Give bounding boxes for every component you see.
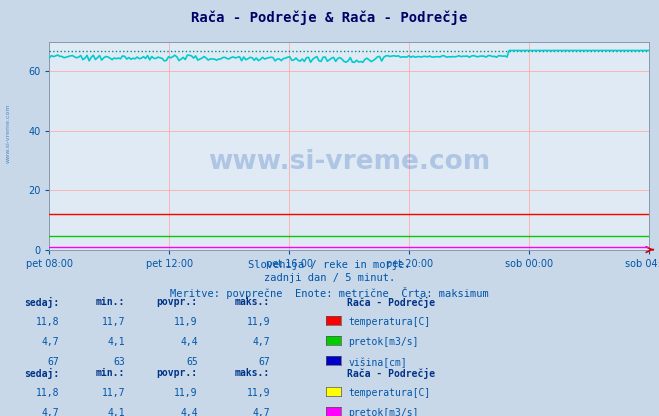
Text: 4,4: 4,4	[180, 408, 198, 416]
Text: 11,8: 11,8	[36, 317, 59, 327]
Text: 65: 65	[186, 357, 198, 367]
Text: 4,1: 4,1	[107, 337, 125, 347]
Text: pretok[m3/s]: pretok[m3/s]	[349, 408, 419, 416]
Text: Slovenija / reke in morje.: Slovenija / reke in morje.	[248, 260, 411, 270]
Text: min.:: min.:	[96, 368, 125, 378]
Text: Rača - Podrečje: Rača - Podrečje	[347, 368, 436, 379]
Text: 11,7: 11,7	[101, 317, 125, 327]
Text: 11,7: 11,7	[101, 388, 125, 398]
Text: povpr.:: povpr.:	[157, 368, 198, 378]
Text: 11,9: 11,9	[174, 388, 198, 398]
Text: 63: 63	[113, 357, 125, 367]
Text: Rača - Podrečje & Rača - Podrečje: Rača - Podrečje & Rača - Podrečje	[191, 10, 468, 25]
Text: 11,8: 11,8	[36, 388, 59, 398]
Text: min.:: min.:	[96, 297, 125, 307]
Text: temperatura[C]: temperatura[C]	[349, 388, 431, 398]
Text: 4,7: 4,7	[42, 408, 59, 416]
Text: 67: 67	[47, 357, 59, 367]
Text: 4,7: 4,7	[252, 337, 270, 347]
Text: 11,9: 11,9	[246, 388, 270, 398]
Text: Meritve: povprečne  Enote: metrične  Črta: maksimum: Meritve: povprečne Enote: metrične Črta:…	[170, 287, 489, 299]
Text: povpr.:: povpr.:	[157, 297, 198, 307]
Text: www.si-vreme.com: www.si-vreme.com	[208, 149, 490, 175]
Text: temperatura[C]: temperatura[C]	[349, 317, 431, 327]
Text: pretok[m3/s]: pretok[m3/s]	[349, 337, 419, 347]
Text: sedaj:: sedaj:	[24, 297, 59, 309]
Text: www.si-vreme.com: www.si-vreme.com	[5, 103, 11, 163]
Text: zadnji dan / 5 minut.: zadnji dan / 5 minut.	[264, 273, 395, 283]
Text: 67: 67	[258, 357, 270, 367]
Text: 4,4: 4,4	[180, 337, 198, 347]
Text: 11,9: 11,9	[174, 317, 198, 327]
Text: 11,9: 11,9	[246, 317, 270, 327]
Text: sedaj:: sedaj:	[24, 368, 59, 379]
Text: maks.:: maks.:	[235, 297, 270, 307]
Text: Rača - Podrečje: Rača - Podrečje	[347, 297, 436, 309]
Text: 4,7: 4,7	[42, 337, 59, 347]
Text: višina[cm]: višina[cm]	[349, 357, 407, 368]
Text: maks.:: maks.:	[235, 368, 270, 378]
Text: 4,1: 4,1	[107, 408, 125, 416]
Text: 4,7: 4,7	[252, 408, 270, 416]
